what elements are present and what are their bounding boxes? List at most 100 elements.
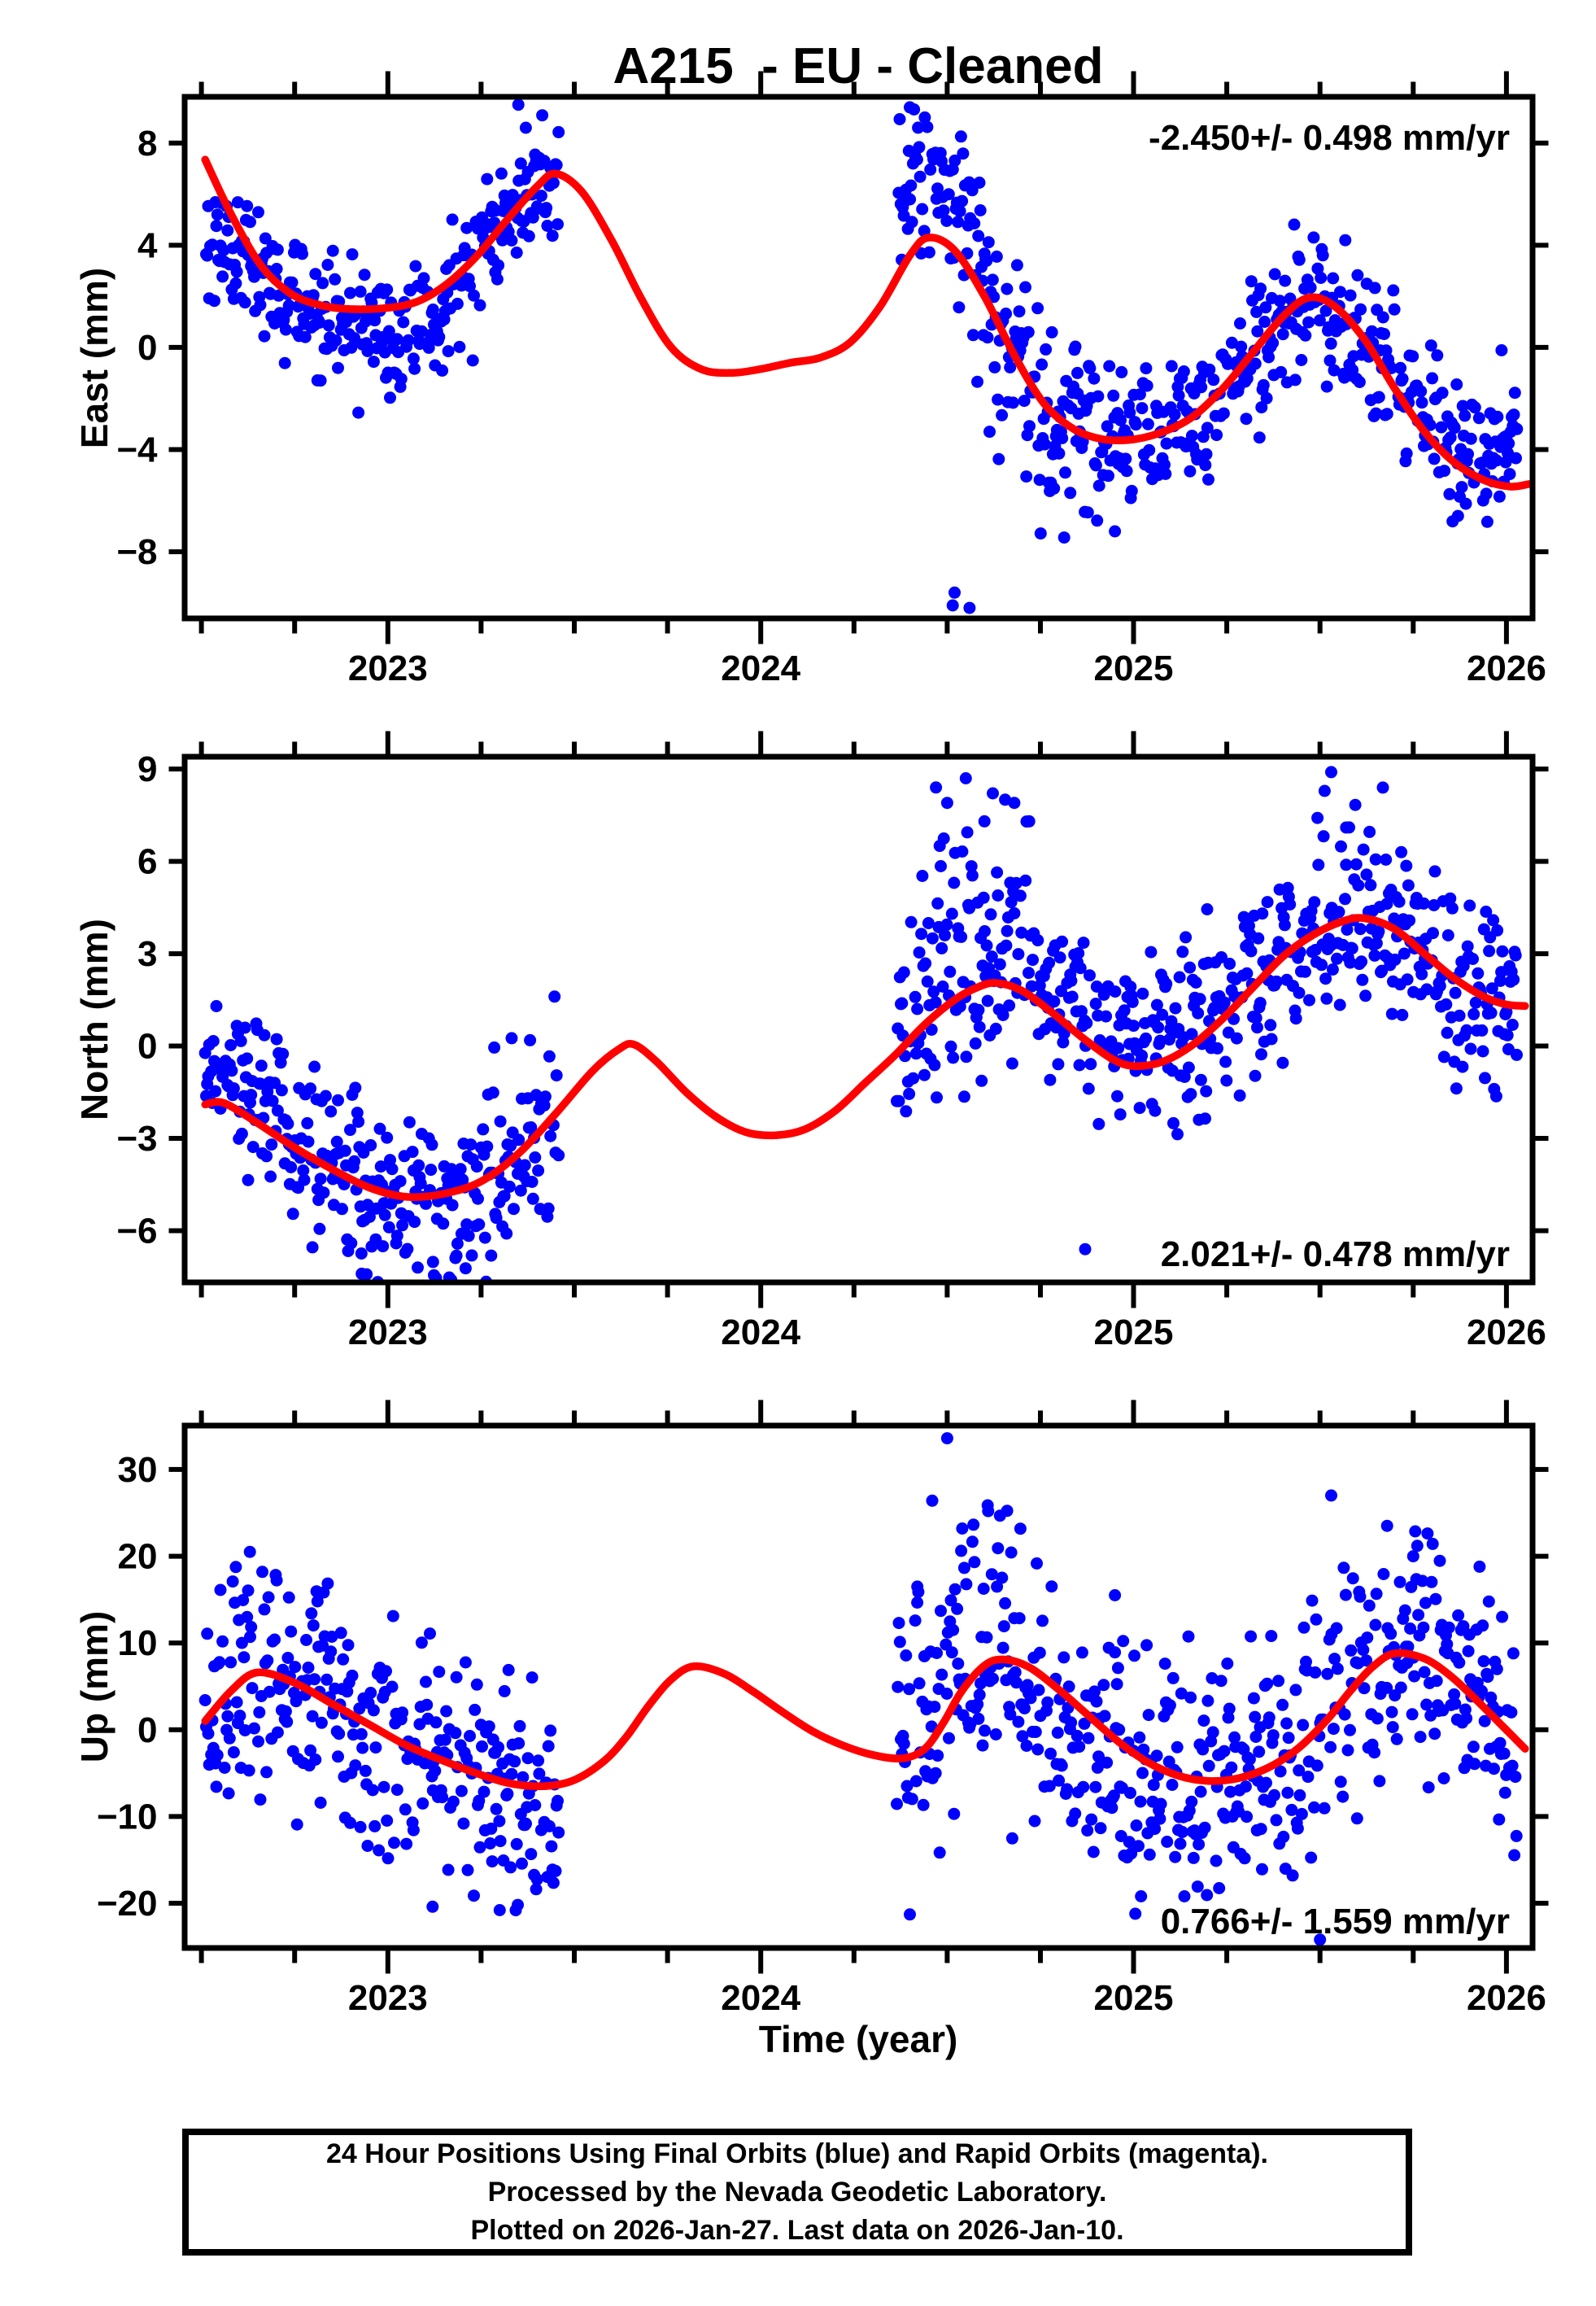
- data-point: [1373, 1775, 1386, 1788]
- data-point: [1150, 1749, 1163, 1762]
- data-point: [1308, 896, 1321, 909]
- data-point: [315, 1716, 328, 1729]
- north-rate-annotation: 2.021+/- 0.478 mm/yr: [1161, 1234, 1510, 1274]
- up-ytick-label: 20: [118, 1537, 158, 1577]
- data-point: [530, 1873, 543, 1886]
- data-point: [1112, 1042, 1125, 1055]
- data-point: [306, 1241, 319, 1254]
- data-point: [552, 125, 565, 138]
- data-point: [905, 216, 918, 229]
- data-point: [971, 1698, 984, 1710]
- data-point: [482, 1720, 495, 1733]
- data-point: [1321, 1667, 1334, 1680]
- data-point: [1221, 1657, 1234, 1670]
- data-point: [1339, 1588, 1352, 1601]
- data-point: [1273, 295, 1286, 308]
- data-point: [1437, 1772, 1450, 1784]
- data-point: [909, 1614, 922, 1627]
- data-point: [273, 289, 286, 302]
- data-point: [1508, 1849, 1521, 1862]
- data-point: [354, 285, 367, 298]
- data-point: [1202, 1759, 1215, 1772]
- data-point: [1197, 1743, 1210, 1756]
- north-xtick-label: 2025: [1094, 1312, 1174, 1352]
- data-point: [1033, 1646, 1046, 1659]
- data-point: [1045, 325, 1058, 338]
- data-point: [1136, 987, 1149, 1000]
- data-point: [1479, 1072, 1491, 1085]
- data-point: [416, 1797, 430, 1810]
- data-point: [390, 333, 403, 346]
- data-point: [1299, 329, 1312, 342]
- data-point: [1206, 1726, 1219, 1739]
- data-point: [218, 1762, 231, 1774]
- data-point: [1359, 989, 1372, 1002]
- data-point: [1154, 1797, 1167, 1810]
- data-point: [973, 177, 986, 189]
- data-point: [987, 1672, 999, 1685]
- data-point: [1462, 1644, 1475, 1657]
- data-point: [1385, 1007, 1398, 1020]
- data-point: [1015, 926, 1028, 939]
- data-point: [408, 1216, 421, 1229]
- data-point: [1428, 1727, 1441, 1740]
- data-point: [539, 1090, 552, 1103]
- data-point: [1077, 937, 1090, 950]
- data-point: [210, 1000, 223, 1012]
- data-point: [1178, 1070, 1191, 1083]
- data-point: [492, 259, 505, 272]
- data-point: [329, 273, 342, 286]
- up-ytick-label: −20: [97, 1884, 158, 1924]
- data-point: [1450, 1082, 1463, 1095]
- data-point: [1281, 1786, 1294, 1799]
- data-point: [1350, 1812, 1363, 1825]
- east-ytick-label: −4: [116, 430, 158, 470]
- data-point: [954, 130, 967, 143]
- data-point: [980, 254, 993, 267]
- data-point: [1268, 1788, 1280, 1802]
- data-point: [1000, 939, 1013, 952]
- data-point: [1088, 1685, 1101, 1698]
- data-point: [1331, 1662, 1344, 1675]
- data-point: [1000, 308, 1013, 320]
- data-point: [983, 426, 996, 439]
- data-point: [346, 1669, 359, 1682]
- data-point: [388, 1837, 400, 1850]
- data-point: [532, 1164, 545, 1177]
- data-point: [1245, 275, 1258, 288]
- data-point: [1136, 402, 1149, 415]
- data-point: [891, 1797, 903, 1810]
- data-point: [412, 1261, 424, 1274]
- data-point: [1452, 1609, 1465, 1622]
- data-point: [481, 1140, 494, 1153]
- data-point: [1097, 1679, 1110, 1692]
- data-point: [1142, 1709, 1155, 1722]
- data-point: [926, 932, 939, 945]
- data-point: [244, 1631, 256, 1644]
- data-point: [981, 331, 994, 344]
- data-point: [1173, 971, 1186, 984]
- data-point: [1406, 1550, 1419, 1563]
- data-point: [1014, 1522, 1027, 1535]
- data-point: [516, 1857, 528, 1870]
- data-point: [1340, 858, 1353, 871]
- data-point: [1467, 1740, 1480, 1754]
- data-point: [1444, 431, 1457, 444]
- data-point: [911, 1596, 924, 1609]
- data-point: [897, 1737, 910, 1750]
- data-point: [959, 772, 972, 784]
- data-point: [1401, 973, 1414, 986]
- data-point: [289, 1661, 302, 1674]
- up-axis-label: Up (mm): [73, 1611, 116, 1763]
- data-point: [270, 263, 283, 275]
- data-point: [525, 1121, 538, 1133]
- data-point: [282, 299, 295, 312]
- north-frame: [181, 753, 1536, 1286]
- data-point: [1261, 1677, 1274, 1690]
- data-point: [1200, 1085, 1213, 1098]
- data-point: [248, 1722, 260, 1735]
- data-point: [1224, 1785, 1236, 1798]
- data-point: [227, 1082, 240, 1095]
- data-point: [968, 217, 981, 229]
- data-point: [344, 1816, 356, 1829]
